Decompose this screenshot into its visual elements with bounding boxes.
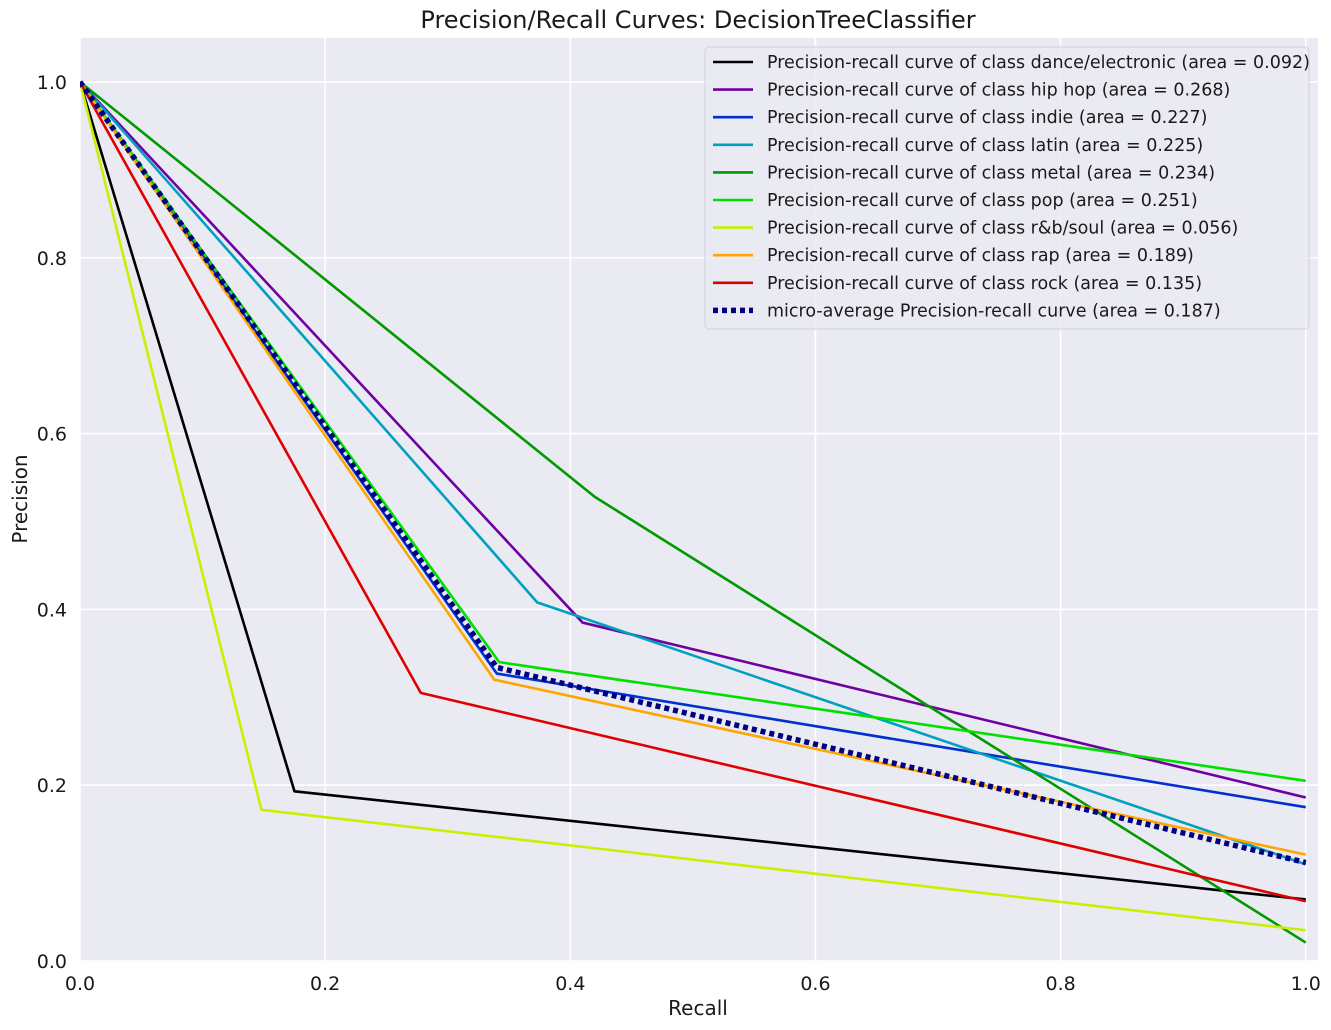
- x-tick-label: 0.2: [310, 973, 340, 995]
- series-line: [80, 81, 1306, 809]
- x-axis-label: Recall: [668, 996, 728, 1020]
- y-tick-label: 1.0: [37, 72, 67, 94]
- x-tick-label: 1.0: [1291, 973, 1321, 995]
- legend-entry: Precision-recall curve of class dance/el…: [767, 53, 1310, 73]
- x-tick-label: 0.8: [1045, 973, 1075, 995]
- legend-entry: Precision-recall curve of class rock (ar…: [767, 274, 1202, 294]
- y-tick-label: 0.2: [37, 775, 67, 797]
- y-tick-label: 0.8: [37, 248, 67, 270]
- x-tick-label: 0.4: [555, 973, 585, 995]
- series-line: [80, 81, 1307, 866]
- legend-entry: Precision-recall curve of class latin (a…: [767, 136, 1203, 156]
- series-line: [80, 81, 1307, 903]
- series-line: [80, 80, 1307, 944]
- series-line: [80, 81, 1306, 901]
- x-tick-label: 0.6: [800, 973, 830, 995]
- y-tick-label: 0.0: [37, 951, 67, 973]
- y-tick-label: 0.6: [37, 424, 67, 446]
- legend-entry: micro-average Precision-recall curve (ar…: [767, 301, 1221, 321]
- x-tick-label: 0.0: [65, 973, 95, 995]
- axis-ticks: 0.0 0.2 0.4 0.6 0.8 1.0 0.0 0.2 0.4 0.6 0.8 1.0: [37, 72, 1321, 995]
- y-tick-label: 0.4: [37, 599, 67, 621]
- series-line: [80, 81, 1306, 932]
- y-axis-label: Precision: [8, 454, 32, 543]
- legend-entry: Precision-recall curve of class pop (are…: [767, 191, 1198, 211]
- series-line: [80, 81, 1307, 799]
- legend-entry: Precision-recall curve of class r&b/soul…: [767, 219, 1238, 239]
- legend: Precision-recall curve of class dance/el…: [704, 46, 1310, 330]
- series-line: [80, 80, 1307, 866]
- legend-entry: Precision-recall curve of class rap (are…: [767, 246, 1194, 266]
- legend-entry: Precision-recall curve of class metal (a…: [767, 163, 1215, 183]
- legend-entry: Precision-recall curve of class indie (a…: [767, 108, 1207, 128]
- series-lines: [80, 80, 1307, 944]
- legend-entry: Precision-recall curve of class hip hop …: [767, 81, 1230, 101]
- legend-box: [704, 46, 1310, 330]
- chart-title: Precision/Recall Curves: DecisionTreeCla…: [420, 6, 975, 34]
